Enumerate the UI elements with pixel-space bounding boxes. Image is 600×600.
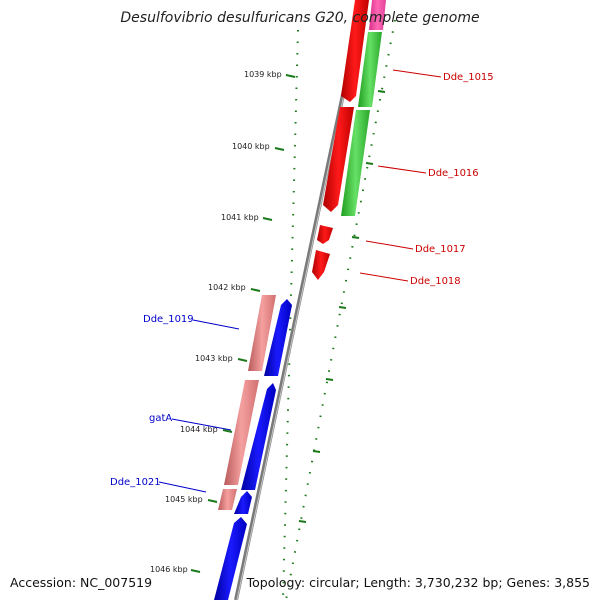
tick-mark bbox=[262, 217, 273, 221]
tick-accent bbox=[298, 520, 307, 523]
scale-ticks: 1039 kbp 1040 kbp 1041 kbp 1042 kbp 1043… bbox=[150, 70, 296, 574]
tick-mark bbox=[222, 429, 233, 433]
gene-dde-1015 bbox=[323, 107, 354, 212]
gene-green-1015 bbox=[358, 32, 382, 107]
tick-mark bbox=[237, 358, 248, 362]
gene-dde-1018 bbox=[312, 250, 330, 280]
gene-dde-1014-part bbox=[341, 0, 369, 102]
tick-accent bbox=[312, 450, 321, 453]
tick-accent bbox=[338, 306, 347, 309]
gene-gata-alt bbox=[224, 380, 259, 485]
map-title: Desulfovibrio desulfuricans G20, complet… bbox=[120, 10, 480, 26]
leader-line-dde-1019 bbox=[192, 319, 240, 330]
tick-label: 1041 kbp bbox=[221, 213, 259, 222]
gene-label-dde-1021: Dde_1021 bbox=[110, 477, 161, 488]
leader-line-dde-1016 bbox=[377, 165, 427, 174]
gene-rna-part bbox=[369, 0, 386, 30]
tick-accent bbox=[351, 236, 360, 239]
gene-dde-1017 bbox=[317, 225, 333, 244]
tick-mark bbox=[250, 288, 261, 292]
tick-mark bbox=[274, 147, 285, 151]
tick-label: 1039 kbp bbox=[244, 70, 282, 79]
tick-label: 1040 kbp bbox=[232, 142, 270, 151]
tick-accent bbox=[377, 90, 386, 93]
tick-label: 1046 kbp bbox=[150, 565, 188, 574]
gene-dde-1019-alt bbox=[248, 295, 276, 371]
leader-line-dde-1021 bbox=[158, 481, 207, 493]
inner-tick-accents bbox=[298, 90, 386, 523]
gene-label-dde-1019: Dde_1019 bbox=[143, 314, 194, 325]
gene-label-dde-1017: Dde_1017 bbox=[415, 244, 466, 255]
tick-accent bbox=[365, 162, 374, 165]
leader-line-dde-1018 bbox=[359, 272, 409, 282]
gene-dde-1021-alt bbox=[218, 489, 237, 510]
gene-label-dde-1018: Dde_1018 bbox=[410, 276, 461, 287]
leader-line-gata bbox=[171, 418, 232, 431]
gene-dde-1022-part bbox=[214, 517, 247, 600]
tick-mark bbox=[207, 499, 218, 503]
tick-mark bbox=[190, 569, 201, 573]
gene-dde-1021 bbox=[234, 491, 252, 514]
tick-label: 1043 kbp bbox=[195, 354, 233, 363]
accession-text: Accession: NC_007519 bbox=[10, 575, 153, 590]
leader-line-dde-1017 bbox=[365, 240, 414, 250]
tick-label: 1042 kbp bbox=[208, 283, 246, 292]
leader-line-dde-1015 bbox=[392, 69, 442, 78]
gene-gata bbox=[241, 383, 276, 490]
tick-accent bbox=[325, 378, 334, 381]
tick-label: 1045 kbp bbox=[165, 495, 203, 504]
gene-label-dde-1015: Dde_1015 bbox=[443, 72, 494, 83]
tick-mark bbox=[285, 74, 296, 78]
gene-label-gata: gatA bbox=[149, 413, 172, 424]
tick-label: 1044 kbp bbox=[180, 425, 218, 434]
gene-dde-1016 bbox=[341, 110, 370, 216]
gene-label-dde-1016: Dde_1016 bbox=[428, 168, 479, 179]
gene-dde-1019 bbox=[264, 299, 292, 376]
topology-text: Topology: circular; Length: 3,730,232 bp… bbox=[246, 575, 590, 590]
